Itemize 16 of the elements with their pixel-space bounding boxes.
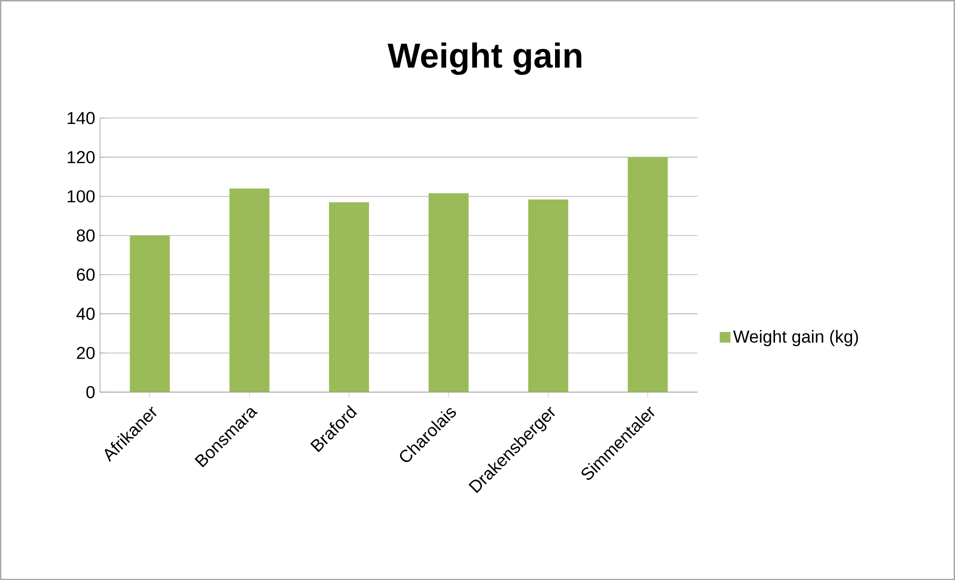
y-tick-label: 20: [76, 346, 95, 360]
y-tick-label: 120: [68, 150, 95, 164]
y-tick-label: 80: [76, 229, 95, 242]
y-tick-label: 100: [68, 190, 95, 202]
legend-label: Weight gain (kg): [733, 330, 858, 346]
bar: [528, 199, 568, 392]
bar: [229, 188, 270, 392]
bar: [628, 157, 668, 392]
y-tick-label: 140: [68, 112, 95, 124]
chart-title: Weight gain: [388, 42, 582, 75]
bar: [428, 193, 469, 392]
y-tick-label: 60: [76, 268, 95, 281]
bar: [329, 202, 370, 392]
y-tick-label: 40: [76, 308, 95, 320]
bar: [130, 235, 170, 392]
y-tick-label: 0: [86, 386, 95, 398]
